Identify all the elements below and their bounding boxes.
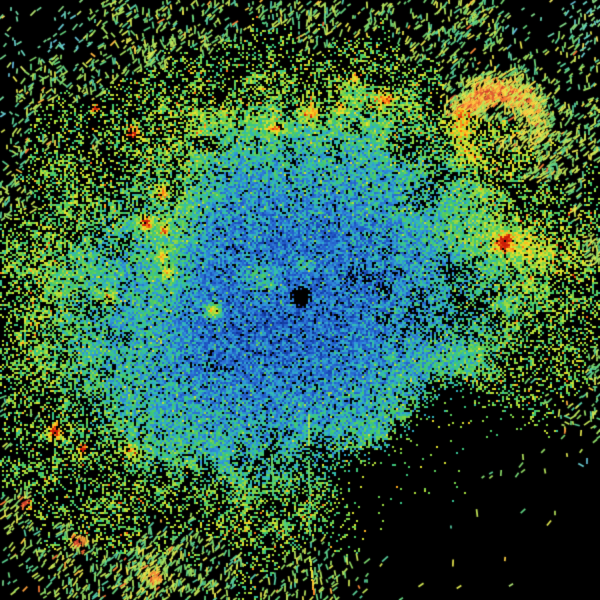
density-map-canvas: [0, 0, 600, 600]
screenshot-root: [0, 0, 600, 600]
density-map-figure: [0, 0, 600, 600]
